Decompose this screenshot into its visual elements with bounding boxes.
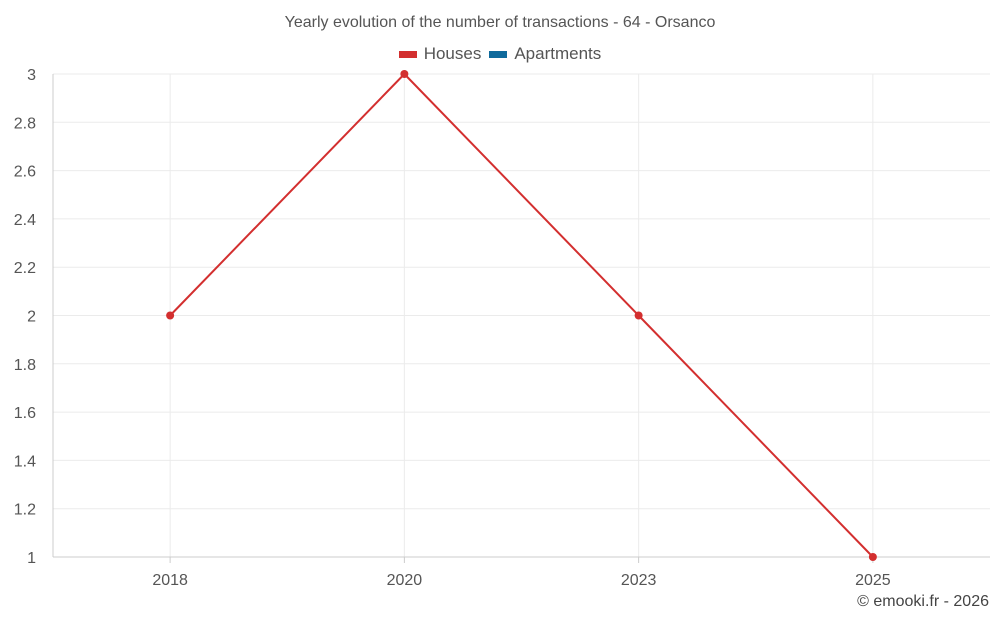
data-point-houses[interactable] [634,311,643,320]
x-tick-label: 2023 [621,572,657,589]
series-lines [166,70,877,561]
y-tick-label: 1.8 [14,357,36,374]
data-point-houses[interactable] [400,70,409,78]
data-point-houses[interactable] [166,311,175,320]
y-axis-tick-labels: 1 1.2 1.4 1.6 1.8 2 2.2 2.4 2.6 2.8 3 [14,67,36,567]
legend-swatch-houses [398,50,417,58]
legend-label-houses: Houses [423,44,482,63]
legend-item-houses[interactable]: Houses [398,44,482,64]
data-point-houses[interactable] [868,553,877,561]
chart-title: Yearly evolution of the number of transa… [284,14,716,31]
axes [52,74,990,563]
y-tick-label: 2.6 [14,164,36,181]
x-tick-label: 2025 [855,572,891,589]
chart-legend: Houses Apartments [0,44,1000,64]
y-tick-label: 2.4 [14,212,36,229]
y-tick-label: 1.4 [14,453,36,470]
y-tick-label: 2 [27,309,36,326]
legend-label-apartments: Apartments [514,44,602,63]
y-tick-label: 1.6 [14,405,36,422]
y-tick-label: 1.2 [14,502,36,519]
grid-lines [53,73,990,558]
y-tick-label: 3 [27,67,36,84]
x-tick-label: 2020 [387,572,423,589]
series-line-houses [169,73,874,558]
y-tick-label: 2.2 [14,260,36,277]
x-axis-tick-labels: 2018 2020 2023 2025 [152,572,890,589]
y-tick-label: 1 [27,550,36,567]
y-tick-label: 2.8 [14,115,36,132]
legend-item-apartments[interactable]: Apartments [489,44,601,64]
copyright-credit: © emooki.fr - 2026 [857,593,989,610]
x-tick-label: 2018 [152,572,188,589]
legend-swatch-apartments [489,50,508,58]
